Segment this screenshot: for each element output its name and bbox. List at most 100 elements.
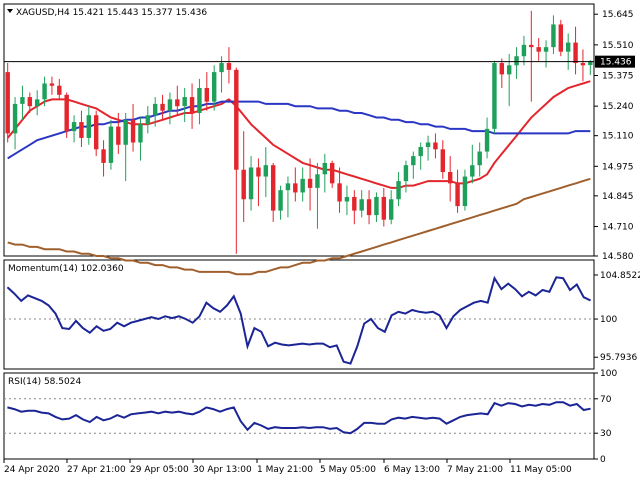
rsi-y-label: 30 bbox=[600, 429, 612, 439]
candle bbox=[411, 151, 416, 179]
candle-body bbox=[49, 83, 55, 86]
candle-body bbox=[263, 165, 269, 177]
candle-body bbox=[116, 126, 121, 145]
candle bbox=[514, 47, 519, 79]
candle bbox=[477, 142, 482, 177]
candle bbox=[263, 147, 269, 197]
candle-body bbox=[551, 24, 556, 48]
candle bbox=[447, 156, 453, 202]
candle-body bbox=[197, 88, 202, 113]
candle bbox=[388, 190, 394, 225]
candle bbox=[403, 160, 409, 193]
candle bbox=[344, 185, 350, 216]
candle bbox=[71, 115, 77, 143]
dropdown-arrow-icon[interactable] bbox=[7, 9, 13, 13]
x-tick-label: 29 Apr 05:00 bbox=[130, 465, 189, 475]
momentum-y-label: 100 bbox=[600, 315, 617, 325]
candle-body bbox=[300, 178, 305, 193]
candle-body bbox=[388, 199, 394, 220]
rsi-line bbox=[7, 401, 591, 435]
candle bbox=[536, 38, 541, 61]
candle bbox=[329, 160, 335, 188]
candle-body bbox=[536, 47, 541, 52]
candle-body bbox=[42, 83, 47, 100]
rsi-title: RSI(14) 58.5024 bbox=[8, 377, 81, 387]
candle-body bbox=[34, 99, 40, 107]
candle-body bbox=[499, 63, 505, 75]
y-tick-label: 15.510 bbox=[602, 41, 634, 51]
candle-body bbox=[93, 115, 99, 150]
candle-body bbox=[337, 183, 342, 202]
candle bbox=[381, 187, 387, 227]
candle bbox=[248, 156, 254, 211]
candle bbox=[234, 67, 239, 254]
candle bbox=[352, 190, 357, 225]
candle bbox=[160, 94, 165, 120]
candle bbox=[167, 92, 173, 125]
candle-body bbox=[293, 183, 298, 193]
candle bbox=[27, 92, 33, 113]
candle-body bbox=[12, 103, 18, 134]
candle-body bbox=[123, 119, 128, 145]
candle bbox=[79, 110, 84, 148]
candle bbox=[529, 10, 534, 102]
candle-body bbox=[145, 115, 151, 125]
y-tick-label: 15.240 bbox=[602, 102, 634, 112]
y-tick-label: 14.710 bbox=[602, 222, 634, 232]
candle-body bbox=[521, 44, 527, 57]
candle-body bbox=[543, 47, 549, 52]
y-tick-label: 15.110 bbox=[602, 132, 634, 142]
candle-body bbox=[315, 174, 320, 188]
candle-body bbox=[79, 122, 84, 138]
candle-body bbox=[462, 176, 468, 207]
x-tick-label: 1 May 21:00 bbox=[257, 465, 313, 475]
candle bbox=[521, 35, 527, 66]
candle bbox=[418, 142, 423, 170]
candle bbox=[226, 47, 232, 84]
candle-body bbox=[248, 167, 254, 200]
candle-body bbox=[57, 85, 62, 95]
momentum-line bbox=[6, 275, 592, 365]
candle-body bbox=[138, 124, 143, 143]
candle-body bbox=[234, 69, 239, 170]
candle-body bbox=[101, 149, 106, 163]
candle-body bbox=[470, 165, 475, 177]
candle bbox=[573, 26, 578, 75]
candle bbox=[278, 185, 283, 220]
candle-body bbox=[580, 63, 586, 66]
candle bbox=[34, 90, 40, 116]
main-pane bbox=[3, 3, 595, 257]
x-tick-label: 7 May 21:00 bbox=[447, 465, 503, 475]
candle-body bbox=[529, 44, 534, 48]
x-tick-label: 5 May 05:00 bbox=[320, 465, 376, 475]
candle bbox=[293, 167, 298, 202]
candle bbox=[130, 103, 136, 152]
candle bbox=[189, 83, 195, 129]
candle-body bbox=[573, 42, 578, 64]
candle bbox=[108, 119, 114, 170]
y-tick-label: 14.580 bbox=[602, 252, 634, 262]
x-tick-label: 30 Apr 13:00 bbox=[193, 465, 252, 475]
candle bbox=[241, 131, 246, 222]
candle bbox=[101, 140, 106, 177]
candle bbox=[455, 169, 460, 213]
candle-body bbox=[455, 183, 460, 207]
candle bbox=[558, 19, 564, 57]
candle-body bbox=[71, 122, 77, 132]
candle-body bbox=[108, 126, 114, 163]
candle-body bbox=[425, 142, 431, 148]
ma-fast-red bbox=[6, 80, 591, 189]
candle bbox=[12, 97, 18, 150]
candle bbox=[49, 76, 55, 95]
last-price-box bbox=[595, 55, 635, 68]
candle-body bbox=[565, 42, 571, 52]
candle bbox=[565, 33, 571, 70]
candle bbox=[551, 15, 556, 54]
candle-body bbox=[381, 196, 387, 220]
candle bbox=[499, 58, 505, 88]
candle-body bbox=[226, 63, 232, 70]
candle bbox=[374, 192, 379, 222]
candle-body bbox=[374, 196, 379, 216]
